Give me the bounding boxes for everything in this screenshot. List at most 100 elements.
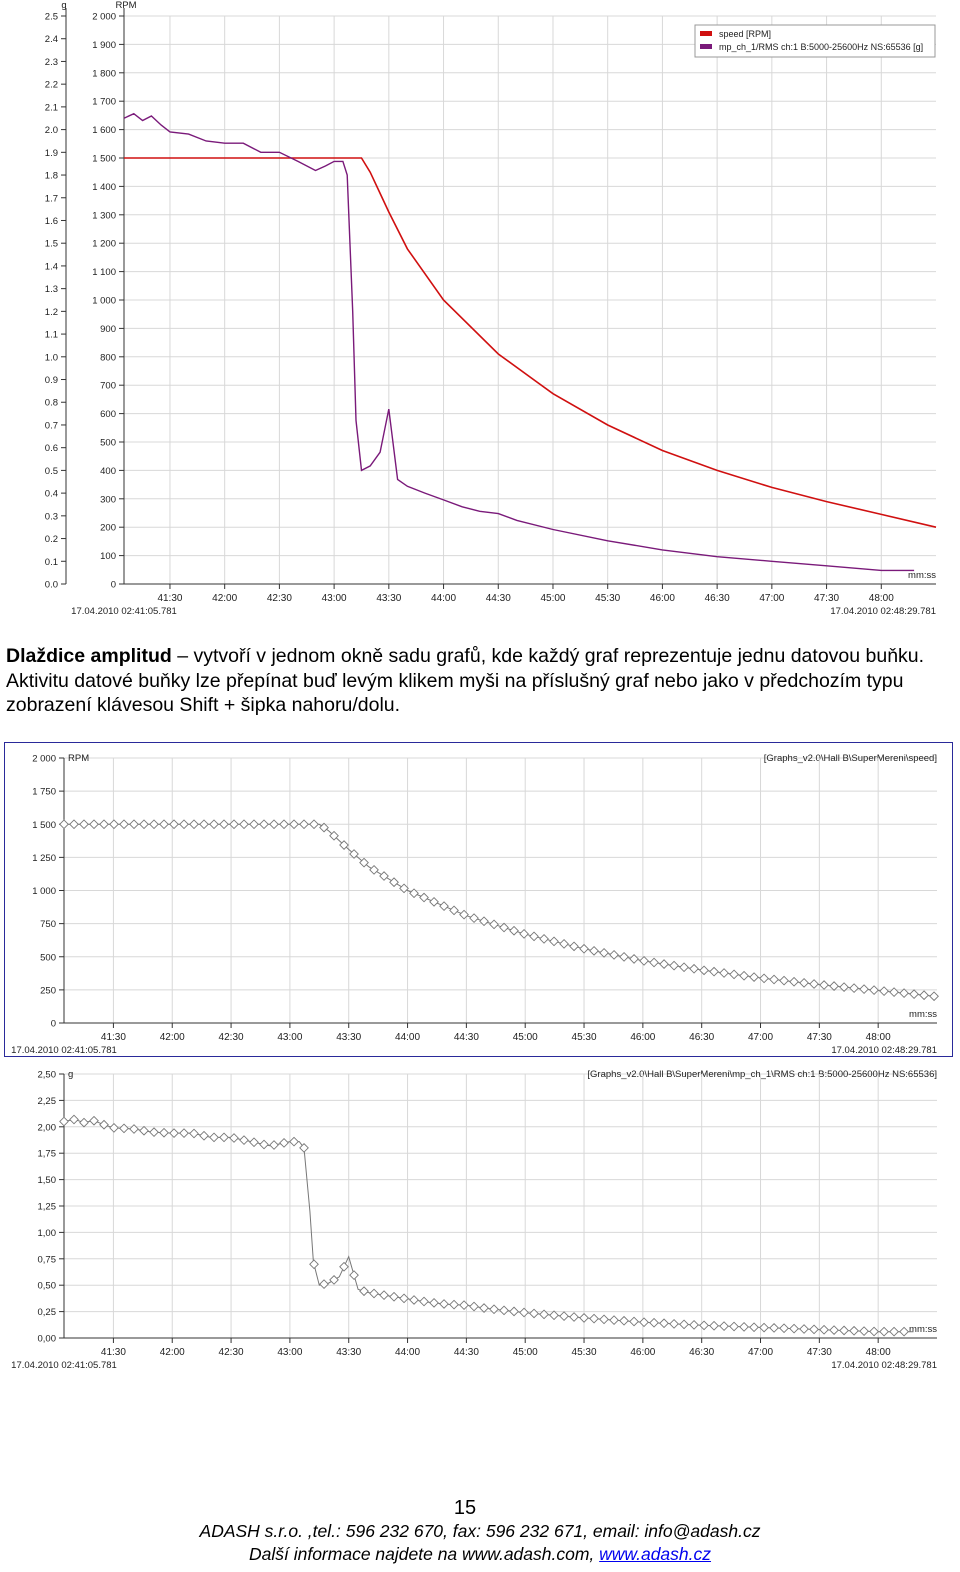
g-tick-label: 0.8 <box>45 398 58 409</box>
data-point-marker <box>859 1326 869 1337</box>
data-point-marker <box>379 1290 389 1301</box>
data-point-marker <box>329 1275 339 1285</box>
x-tick-label: 45:00 <box>513 1032 538 1043</box>
data-point-marker <box>799 977 809 988</box>
data-point-marker <box>869 985 879 995</box>
data-point-marker <box>339 840 349 850</box>
x-tick-label: 47:00 <box>748 1347 773 1358</box>
g-tick-label: 2.3 <box>45 57 58 68</box>
x-tick-label: 44:30 <box>486 593 511 604</box>
data-point-marker <box>469 1301 479 1312</box>
data-point-marker <box>99 819 109 830</box>
rpm-tick-label: 1 400 <box>92 182 116 193</box>
y-tick-label: 0 <box>51 1019 56 1030</box>
data-point-marker <box>139 1125 149 1136</box>
overlay-chart: 0 100 200 300 400 500 600 700 800 900 1 000 1 100 1 … <box>45 0 937 617</box>
data-point-marker <box>899 988 909 999</box>
footer-link[interactable]: www.adash.cz <box>599 1544 712 1564</box>
data-point-marker <box>269 819 279 830</box>
data-point-marker <box>709 1320 719 1331</box>
data-point-marker <box>69 819 79 830</box>
x-tick-label: 46:30 <box>689 1032 714 1043</box>
g-tick-label: 0.7 <box>45 420 58 431</box>
data-point-marker <box>769 974 779 985</box>
data-point-marker <box>119 819 129 830</box>
data-point-marker <box>569 1312 579 1322</box>
data-point-marker <box>129 819 139 830</box>
data-point-marker <box>709 966 719 977</box>
end-time-label: 17.04.2010 02:48:29.781 <box>831 1045 937 1056</box>
data-point-marker <box>349 849 359 859</box>
data-point-marker <box>879 1326 889 1337</box>
data-point-marker <box>219 819 229 830</box>
g-tick-label: 1.7 <box>45 193 58 204</box>
rpm-tick-label: 1 200 <box>92 239 116 250</box>
x-tick-label: 45:00 <box>513 1347 538 1358</box>
data-point-marker <box>199 1130 209 1141</box>
data-point-marker <box>169 819 179 830</box>
data-point-marker <box>639 956 649 966</box>
x-tick-label: 42:30 <box>219 1032 244 1043</box>
x-tick-label: 44:00 <box>395 1032 420 1043</box>
data-point-marker <box>259 1139 269 1150</box>
x-tick-label: 43:00 <box>277 1347 302 1358</box>
data-point-marker <box>179 1128 189 1139</box>
data-point-marker <box>729 1321 739 1332</box>
rms-tile-chart[interactable]: 0,00 0,25 0,50 0,75 1,00 1,25 1,50 1,75 2,00 2,25… <box>0 1062 960 1376</box>
data-point-marker <box>89 819 99 830</box>
data-point-marker <box>239 819 249 830</box>
x-tick-label: 42:00 <box>160 1032 185 1043</box>
x-tick-label: 41:30 <box>101 1347 126 1358</box>
data-point-marker <box>489 919 499 930</box>
y-tick-label: 750 <box>40 919 56 930</box>
x-tick-label: 46:30 <box>689 1347 714 1358</box>
data-point-marker <box>109 1123 119 1133</box>
x-tick-label: 45:30 <box>572 1347 597 1358</box>
data-point-marker <box>569 941 579 952</box>
x-tick-label: 45:30 <box>572 1032 597 1043</box>
rpm-tick-label: 700 <box>100 381 116 392</box>
data-point-marker <box>579 1313 589 1323</box>
rpm-axis-label: RPM <box>115 0 136 11</box>
series-line <box>63 1118 914 1333</box>
y-tick-label: 1 000 <box>32 886 56 897</box>
speed-tile-chart[interactable]: 0 250 500 750 1 000 1 250 1 500 1 750 2 000 RPM [G… <box>0 742 960 1058</box>
rpm-tick-label: 800 <box>100 352 116 363</box>
data-point-marker <box>639 1317 649 1328</box>
x-tick-label: 47:00 <box>748 1032 773 1043</box>
x-tick-label: 45:30 <box>595 593 620 604</box>
y-tick-label: 250 <box>40 985 56 996</box>
data-point-marker <box>399 883 409 894</box>
data-point-marker <box>229 819 239 830</box>
data-point-marker <box>549 1310 559 1321</box>
x-tick-label: 46:00 <box>630 1032 655 1043</box>
x-tick-label: 44:30 <box>454 1032 479 1043</box>
x-tick-label: 46:30 <box>705 593 730 604</box>
data-point-marker <box>289 1136 299 1147</box>
data-point-marker <box>159 819 169 830</box>
data-point-marker <box>119 1123 129 1134</box>
data-point-marker <box>449 905 459 916</box>
data-point-marker <box>509 1306 519 1317</box>
data-point-marker <box>409 1295 419 1305</box>
data-point-marker <box>539 1309 549 1320</box>
speed-series-line <box>124 157 937 528</box>
data-point-marker <box>889 987 899 998</box>
x-tick-label: 42:30 <box>267 593 292 604</box>
data-point-marker <box>929 991 939 1002</box>
data-point-marker <box>759 973 769 984</box>
data-point-marker <box>299 1143 309 1153</box>
y-tick-label: 1,50 <box>38 1175 57 1186</box>
x-tick-label: 47:00 <box>759 593 784 604</box>
y-tick-label: 0,25 <box>38 1307 57 1318</box>
data-point-marker <box>369 865 379 875</box>
data-point-marker <box>219 1132 229 1143</box>
data-point-marker <box>449 1299 459 1310</box>
y-tick-label: 2,50 <box>38 1070 57 1081</box>
x-tick-label: 46:00 <box>630 1347 655 1358</box>
data-point-marker <box>289 819 299 830</box>
rpm-tick-label: 1 700 <box>92 97 116 108</box>
data-point-marker <box>749 1322 759 1333</box>
data-point-marker <box>909 989 919 1000</box>
x-tick-label: 47:30 <box>807 1032 832 1043</box>
